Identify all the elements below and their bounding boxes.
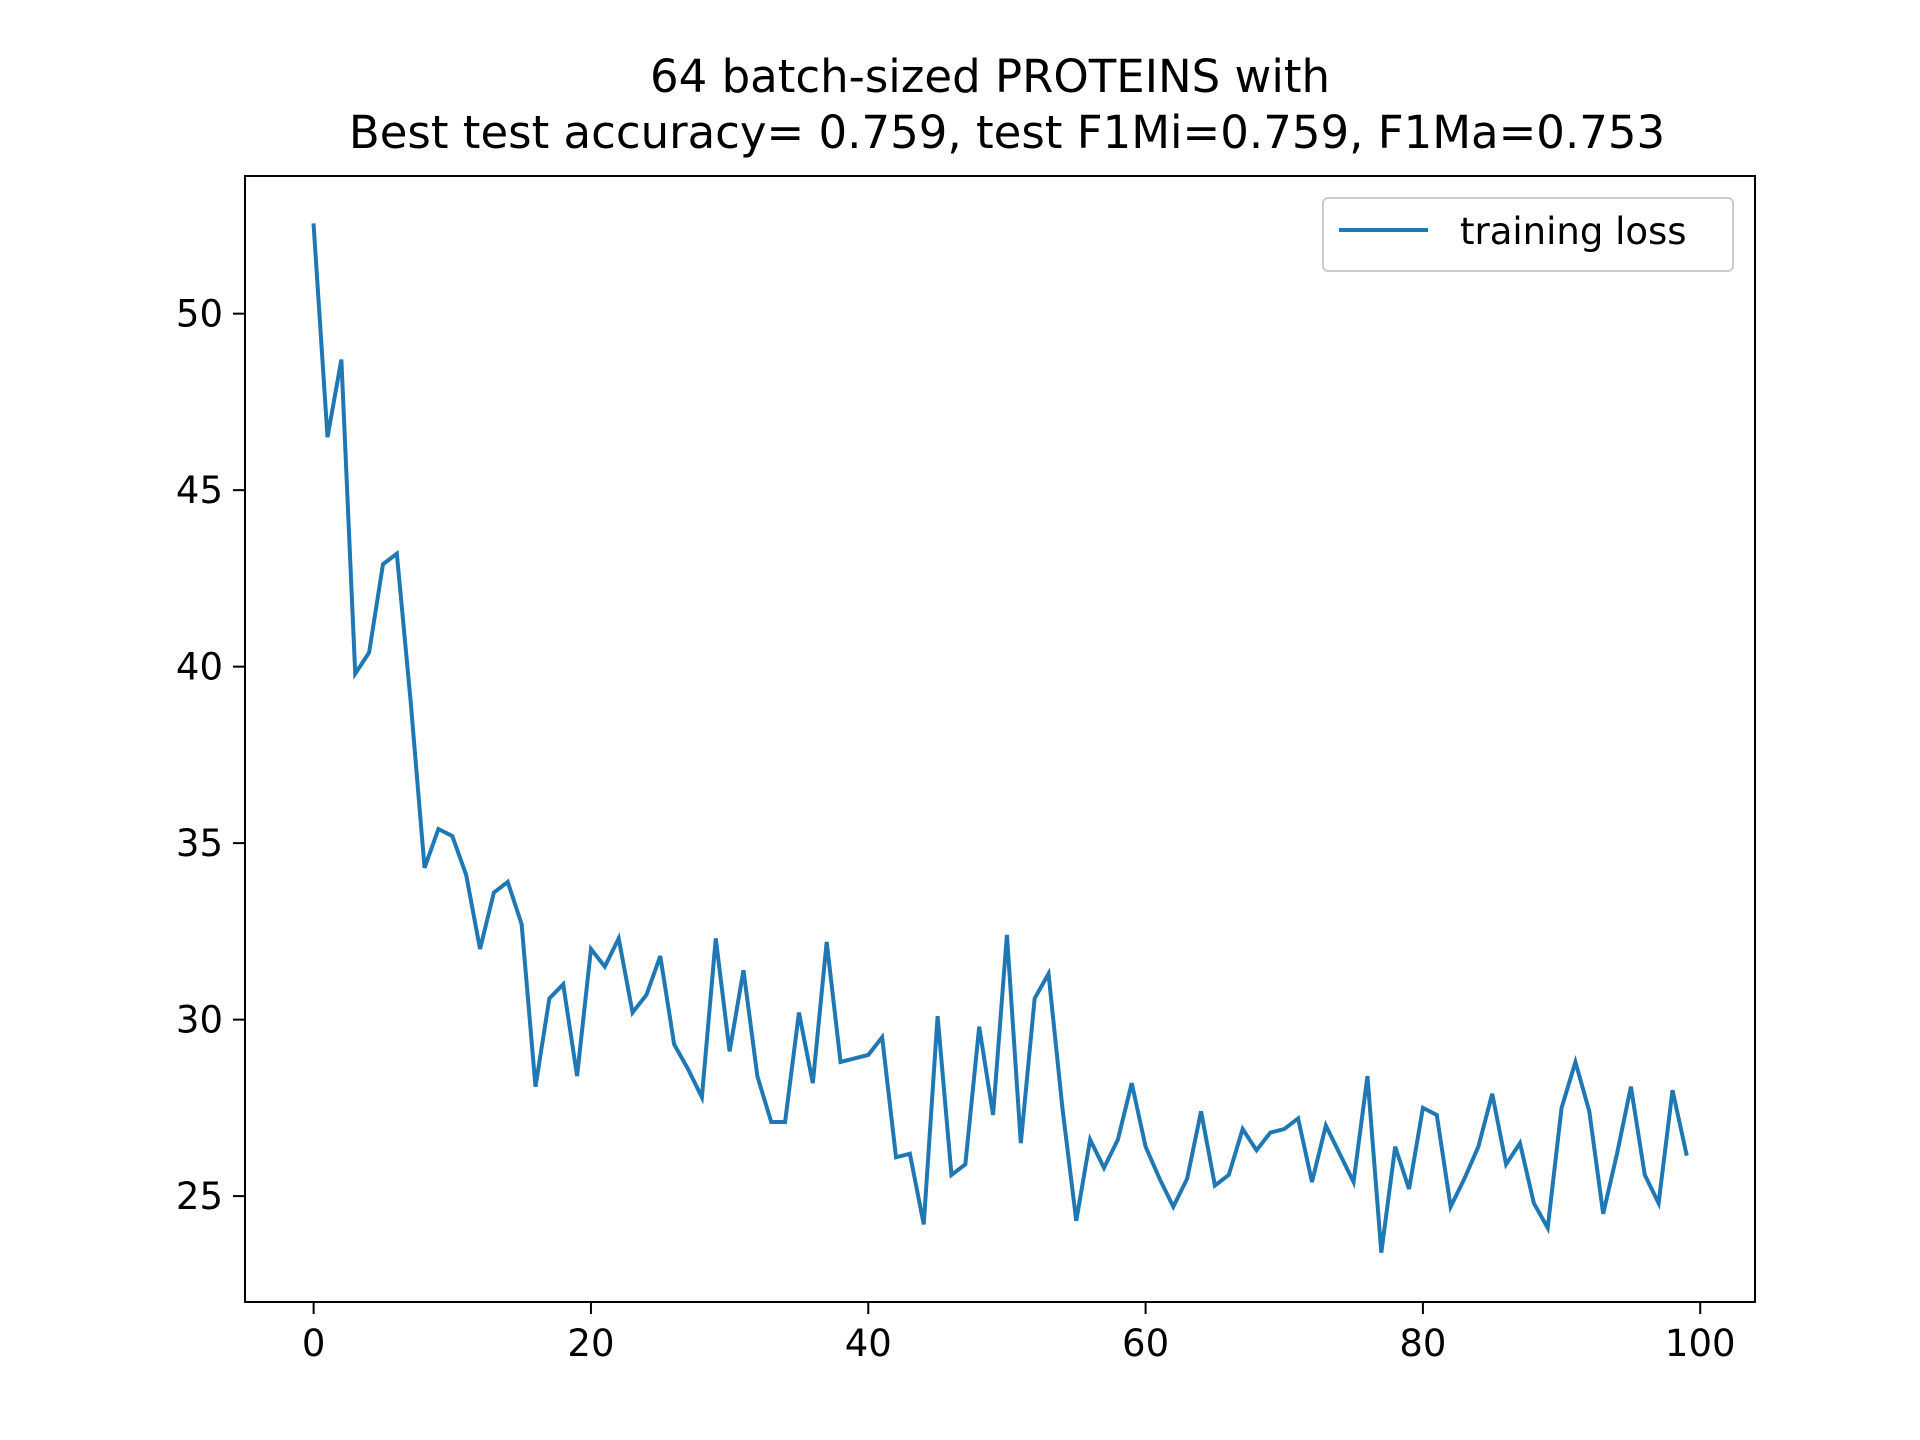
y-tick-label: 30 [176, 999, 223, 1042]
legend: training loss [1322, 197, 1734, 272]
y-tick-label: 35 [176, 822, 223, 865]
x-tick-label: 80 [1399, 1322, 1446, 1365]
y-tick-label: 40 [176, 646, 223, 689]
y-tick-label: 25 [176, 1175, 223, 1218]
x-tick-label: 20 [567, 1322, 614, 1365]
chart-title-line1: 64 batch-sized PROTEINS with [650, 50, 1330, 103]
y-axis-ticks: 25 30 35 40 45 50 [176, 293, 245, 1218]
series-line-0 [311, 223, 1689, 1253]
x-axis-ticks: 0 20 40 60 80 100 [302, 1302, 1736, 1365]
plot-area [244, 175, 1756, 1303]
chart-title-line2: Best test accuracy= 0.759, test F1Mi=0.7… [349, 106, 1665, 159]
x-tick-label: 40 [845, 1322, 892, 1365]
x-tick-label: 100 [1665, 1322, 1736, 1365]
x-tick-label: 0 [302, 1322, 326, 1365]
y-tick-label: 50 [176, 293, 223, 336]
y-tick-label: 45 [176, 469, 223, 512]
series-layer [311, 223, 1689, 1253]
legend-label: training loss [1460, 210, 1687, 253]
legend-box [1322, 197, 1734, 272]
axes-frame [244, 175, 1756, 1303]
x-tick-label: 60 [1122, 1322, 1169, 1365]
